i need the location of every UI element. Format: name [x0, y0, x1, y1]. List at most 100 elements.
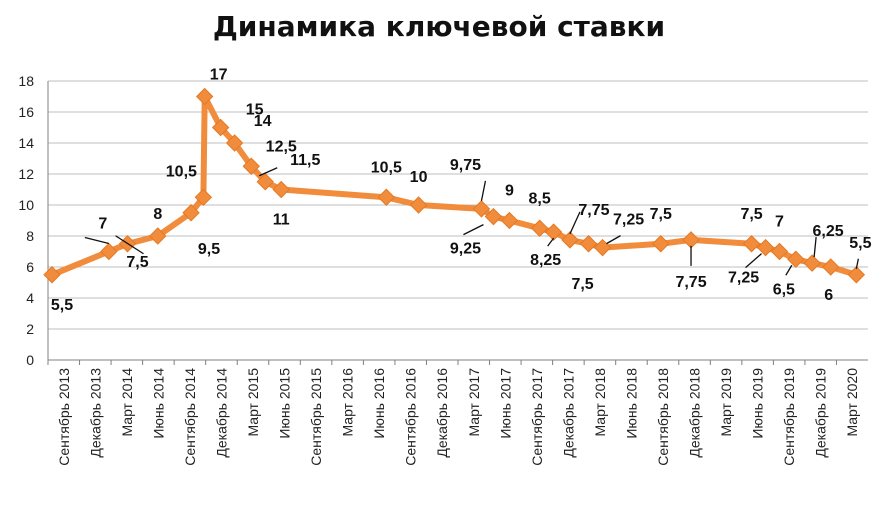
- data-point-marker: [803, 254, 821, 272]
- data-label: 7,5: [571, 276, 593, 293]
- data-label: 7: [98, 216, 107, 233]
- y-tick-label: 8: [26, 228, 34, 244]
- data-point-marker: [182, 204, 200, 222]
- data-point-marker: [43, 266, 61, 284]
- data-label-leader: [84, 236, 110, 245]
- data-point-marker: [652, 235, 670, 253]
- data-point-marker: [756, 238, 775, 257]
- x-tick-label: Сентябрь 2019: [781, 368, 797, 466]
- data-point-marker: [225, 134, 244, 152]
- data-point-marker: [149, 227, 167, 245]
- x-tick-label: Декабрь 2017: [560, 368, 576, 458]
- data-label: 7,75: [675, 274, 706, 291]
- data-label-leader: [606, 235, 621, 245]
- data-label-leader: [855, 258, 859, 269]
- x-tick-label: Сентябрь 2018: [655, 368, 671, 466]
- data-label-leader: [745, 253, 762, 269]
- data-label: 8,25: [530, 252, 561, 269]
- data-label: 6,25: [813, 223, 844, 240]
- data-label-leader: [785, 264, 793, 276]
- x-tick-label: Июнь 2017: [497, 368, 513, 439]
- data-label: 8: [153, 206, 162, 223]
- data-label: 10,5: [371, 159, 402, 176]
- data-point-marker: [256, 173, 274, 191]
- x-tick-label: Декабрь 2018: [687, 368, 703, 458]
- data-label: 6: [824, 287, 833, 304]
- data-label: 11,5: [290, 152, 320, 169]
- x-tick-label: Июнь 2014: [150, 368, 166, 439]
- x-tick-label: Март 2019: [718, 368, 734, 437]
- grid-layer: [48, 80, 868, 330]
- data-point-marker: [579, 235, 598, 253]
- data-point-marker: [242, 157, 260, 175]
- data-label: 9,25: [450, 241, 481, 258]
- data-label: 7,5: [650, 206, 672, 223]
- y-tick-label: 10: [18, 197, 34, 213]
- data-point-marker: [211, 118, 230, 137]
- data-label: 14: [254, 113, 272, 130]
- data-label: 5,5: [849, 235, 871, 252]
- data-point-marker: [847, 266, 866, 284]
- axis-layer: 0 2 4 6 8 10 12 14 16 18 Сентябрь 2013 Декабрь 2013…: [18, 73, 868, 466]
- x-tick-label: Сентябрь 2016: [403, 368, 419, 466]
- data-point-marker: [409, 196, 428, 214]
- data-label-leader: [547, 237, 555, 247]
- x-tick-label: Март 2016: [340, 368, 356, 437]
- data-label: 8,5: [529, 190, 551, 207]
- data-label-leader: [480, 180, 487, 202]
- x-tick-label: Декабрь 2013: [87, 368, 103, 458]
- data-label-leader: [569, 211, 581, 235]
- data-label: 7: [775, 214, 784, 231]
- data-label: 7,25: [613, 212, 644, 229]
- data-point-marker: [100, 242, 118, 261]
- x-tick-label: Июнь 2016: [371, 368, 387, 439]
- data-point-marker: [484, 207, 503, 226]
- data-point-marker: [500, 211, 519, 230]
- data-point-marker: [272, 180, 290, 199]
- x-tick-label: Сентябрь 2015: [308, 368, 324, 466]
- y-tick-label: 18: [18, 73, 34, 89]
- data-label-leader: [813, 237, 817, 258]
- x-tick-label: Сентябрь 2014: [182, 368, 198, 466]
- chart-title: Динамика ключевой ставки: [212, 10, 666, 43]
- data-label: 11: [273, 212, 290, 229]
- data-label: 15: [246, 102, 264, 119]
- x-tick-label: Март 2015: [245, 368, 261, 437]
- x-tick-label: Декабрь 2016: [434, 368, 450, 458]
- data-point-marker: [742, 235, 761, 253]
- x-tick-label: Март 2020: [844, 368, 860, 437]
- data-label: 7,5: [126, 254, 148, 271]
- data-label-leader: [115, 235, 144, 255]
- data-label: 9: [505, 183, 514, 200]
- data-point-marker: [195, 87, 214, 106]
- x-tick-label: Сентябрь 2013: [56, 368, 72, 466]
- data-label: 5,5: [51, 297, 73, 314]
- data-point-marker: [561, 231, 579, 249]
- data-label: 7,75: [578, 202, 609, 219]
- data-point-marker: [787, 250, 805, 268]
- x-tick-label: Март 2018: [592, 368, 608, 437]
- data-point-marker: [544, 223, 563, 241]
- x-tick-label: Март 2014: [119, 368, 135, 437]
- x-tick-label: Июнь 2019: [750, 368, 766, 439]
- data-label: 6,5: [773, 281, 795, 298]
- series-line-layer: [43, 87, 866, 284]
- data-point-marker: [472, 200, 491, 218]
- data-label: 10,5: [166, 163, 197, 180]
- data-label: 7,25: [728, 270, 759, 287]
- data-point-marker: [530, 219, 549, 237]
- x-tick-label: Июнь 2015: [277, 368, 293, 439]
- x-tick-label: Март 2017: [466, 368, 482, 437]
- x-tick-label: Декабрь 2019: [813, 368, 829, 458]
- data-label: 10: [410, 169, 428, 186]
- x-tick-label: Сентябрь 2017: [529, 368, 545, 466]
- y-tick-label: 4: [26, 290, 34, 306]
- data-label-leader: [463, 224, 484, 236]
- data-label: 12,5: [266, 138, 297, 155]
- data-point-marker: [770, 242, 789, 261]
- x-tick-label: Декабрь 2014: [213, 368, 229, 458]
- y-tick-label: 6: [26, 259, 34, 275]
- y-tick-label: 16: [18, 104, 34, 120]
